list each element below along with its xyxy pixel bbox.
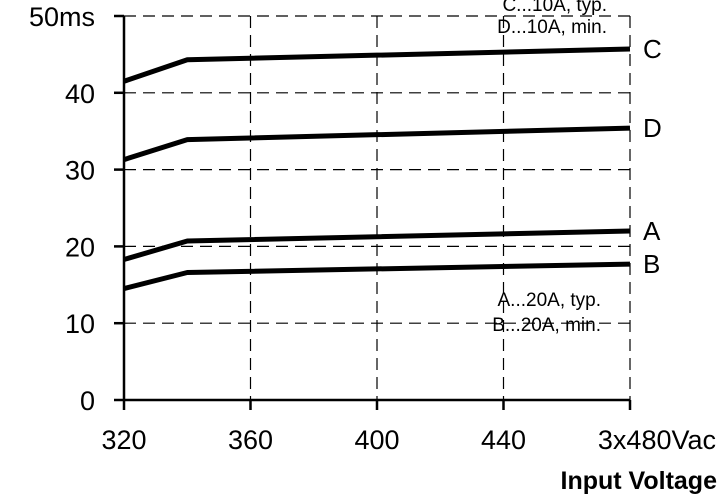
y-tick-label-1: 10: [65, 309, 95, 339]
series-labels: C D AB: [643, 34, 662, 279]
y-tick-label-3: 30: [65, 156, 95, 186]
series-label-D: D: [643, 113, 662, 143]
x-tick-label-1: 360: [228, 425, 273, 455]
y-tick-label-0: 0: [80, 386, 95, 416]
annotation-top-line-2: D...10A, min.: [497, 17, 607, 38]
y-tick-label-4: 40: [65, 79, 95, 109]
annotation-top: C...10A, typ. D...10A, min.: [497, 0, 607, 38]
annotation-bottom-line-1: A...20A, typ.: [498, 290, 602, 311]
y-tick-label-5: 50ms: [29, 2, 95, 32]
y-tick-label-2: 20: [65, 232, 95, 262]
x-tick-label-4: 3x480Vac: [598, 425, 716, 455]
series-label-B: B: [643, 249, 660, 279]
series-label-C: C: [643, 34, 662, 64]
grid-lines: [124, 16, 630, 400]
x-tick-label-2: 400: [354, 425, 399, 455]
x-axis-label: Input Voltage: [561, 467, 718, 495]
x-tick-label-0: 320: [101, 425, 146, 455]
x-tick-label-3: 440: [481, 425, 526, 455]
annotation-top-line-1: C...10A, typ.: [502, 0, 607, 16]
annotation-bottom: A...20A, typ. B...20A, min.: [492, 290, 601, 336]
series-label-A: A: [643, 216, 661, 246]
annotation-bottom-line-2: B...20A, min.: [492, 315, 601, 336]
tick-labels: 0 10 20 30 40 50ms 320 360 400 440 3x480Vac: [29, 2, 716, 455]
